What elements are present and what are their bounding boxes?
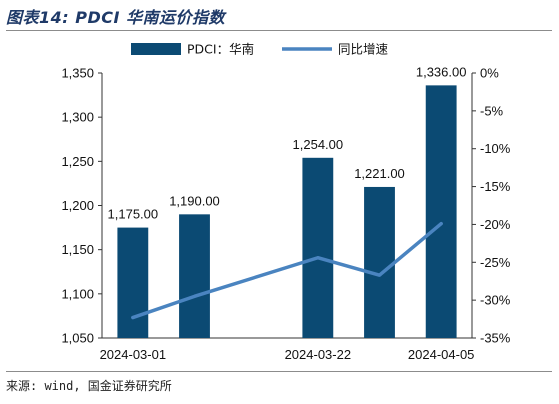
plot-area: 1,050 1,100 1,150 1,200 1,250 1,300 1,350 -35% -…: [61, 64, 510, 362]
bar-value-label: 1,221.00: [354, 166, 405, 181]
line-point: [316, 256, 320, 260]
right-tick-label: -5%: [480, 103, 504, 118]
left-tick-label: 1,350: [61, 66, 94, 81]
left-tick-label: 1,250: [61, 154, 94, 169]
right-tick-label: -30%: [480, 293, 511, 308]
right-tick-label: -10%: [480, 141, 511, 156]
x-tick-label: 2024-04-05: [408, 347, 475, 362]
bar: [425, 85, 457, 338]
bar: [364, 186, 395, 338]
bar-value-label: 1,254.00: [293, 137, 344, 152]
chart: PDCI：华南 同比增速 1,050 1,100 1,150 1,200 1,250 1,3…: [61, 42, 510, 363]
bar-value-label: 1,190.00: [169, 193, 220, 208]
bar: [179, 214, 210, 338]
legend-line-label: 同比增速: [338, 42, 389, 57]
right-tick-label: -25%: [480, 255, 511, 270]
line-point: [439, 222, 443, 226]
line-point: [193, 294, 196, 298]
right-tick-label: -35%: [480, 331, 511, 346]
line-point: [131, 316, 135, 320]
legend-bar-swatch: [131, 43, 181, 55]
bar: [302, 157, 334, 338]
left-tick-label: 1,200: [61, 198, 94, 213]
left-tick-label: 1,050: [61, 331, 94, 346]
left-tick-label: 1,300: [61, 110, 94, 125]
x-tick-label: 2024-03-01: [100, 347, 167, 362]
line-point: [378, 273, 381, 277]
bar-value-label: 1,336.00: [416, 64, 467, 79]
legend-bar-label: PDCI：华南: [187, 42, 254, 57]
x-tick-label: 2024-03-22: [285, 347, 352, 362]
figure-title: 图表14: PDCI 华南运价指数: [6, 8, 226, 27]
source-note: 来源: wind, 国金证券研究所: [6, 379, 172, 393]
legend: PDCI：华南 同比增速: [131, 42, 389, 57]
title-divider: [6, 30, 552, 31]
right-tick-label: -20%: [480, 217, 511, 232]
left-tick-label: 1,100: [61, 286, 94, 301]
bar: [117, 227, 149, 338]
left-tick-label: 1,150: [61, 242, 94, 257]
source-divider: [6, 371, 552, 372]
right-tick-label: -15%: [480, 179, 511, 194]
bar-value-label: 1,175.00: [108, 207, 159, 222]
right-tick-label: 0%: [480, 66, 499, 81]
